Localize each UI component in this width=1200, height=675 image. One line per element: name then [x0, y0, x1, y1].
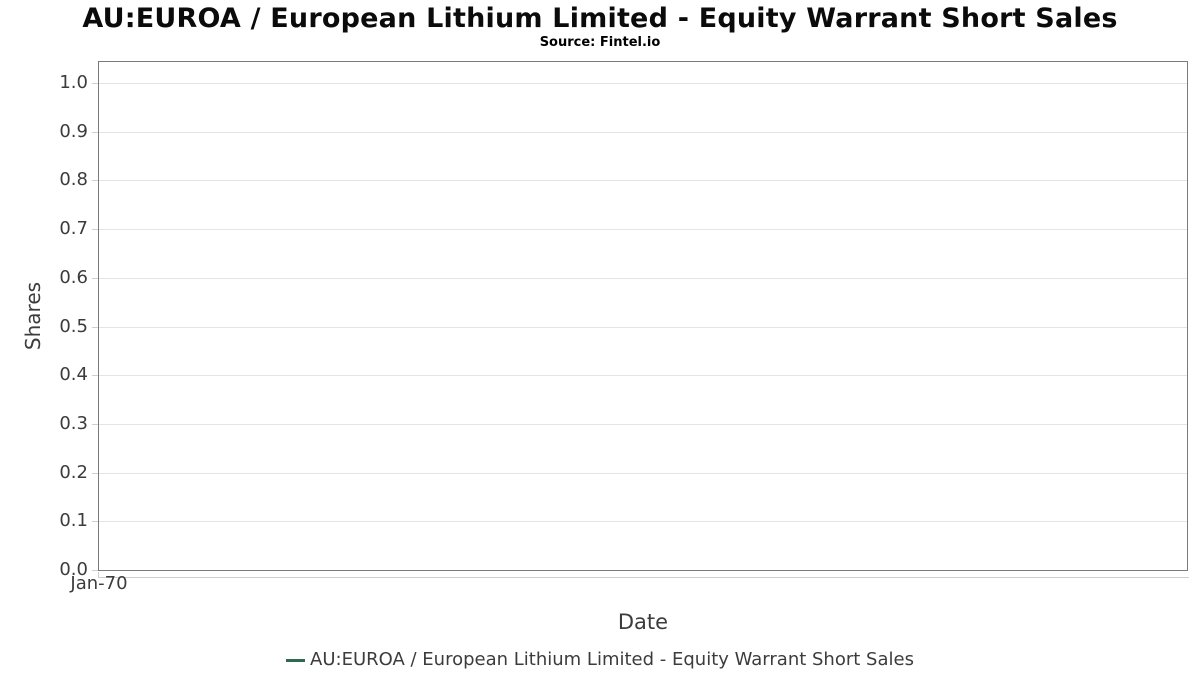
y-tick-label: 0.2: [59, 462, 88, 483]
legend: AU:EUROA / European Lithium Limited - Eq…: [0, 648, 1200, 672]
y-tick-label: 0.8: [59, 169, 88, 190]
y-tick-label: 0.9: [59, 121, 88, 142]
y-tick-mark: [92, 327, 98, 328]
y-tick-mark: [92, 521, 98, 522]
y-tick-mark: [92, 132, 98, 133]
x-tick-label: Jan-70: [70, 573, 128, 594]
gridline: [99, 424, 1187, 425]
y-tick-label: 0.6: [59, 267, 88, 288]
y-tick-label: 0.5: [59, 316, 88, 337]
gridline: [99, 327, 1187, 328]
y-tick-mark: [92, 180, 98, 181]
x-axis-label: Date: [617, 610, 669, 634]
x-tick-mark: [98, 572, 99, 577]
legend-line-icon: [286, 658, 306, 662]
gridline: [99, 229, 1187, 230]
gridline: [99, 83, 1187, 84]
y-tick-mark: [92, 570, 98, 571]
y-tick-mark: [92, 424, 98, 425]
y-tick-label: 0.0: [59, 559, 88, 580]
y-tick-mark: [92, 473, 98, 474]
y-tick-mark: [92, 375, 98, 376]
legend-item[interactable]: AU:EUROA / European Lithium Limited - Eq…: [286, 648, 914, 672]
legend-label: AU:EUROA / European Lithium Limited - Eq…: [310, 649, 914, 670]
y-tick-label: 0.3: [59, 413, 88, 434]
y-tick-label: 0.1: [59, 510, 88, 531]
y-tick-label: 0.7: [59, 218, 88, 239]
y-tick-mark: [92, 83, 98, 84]
y-tick-mark: [92, 278, 98, 279]
gridline: [99, 132, 1187, 133]
gridline: [99, 278, 1187, 279]
y-tick-label: 1.0: [59, 72, 88, 93]
gridline: [99, 473, 1187, 474]
gridline: [99, 521, 1187, 522]
gridlines: [99, 62, 1187, 570]
gridline: [99, 375, 1187, 376]
chart-title: AU:EUROA / European Lithium Limited - Eq…: [82, 3, 1118, 34]
chart-subtitle: Source: Fintel.io: [539, 35, 661, 50]
x-axis-line: [98, 577, 1189, 578]
y-tick-mark: [92, 229, 98, 230]
gridline: [99, 180, 1187, 181]
plot-area: [98, 61, 1188, 571]
y-tick-label: 0.4: [59, 364, 88, 385]
